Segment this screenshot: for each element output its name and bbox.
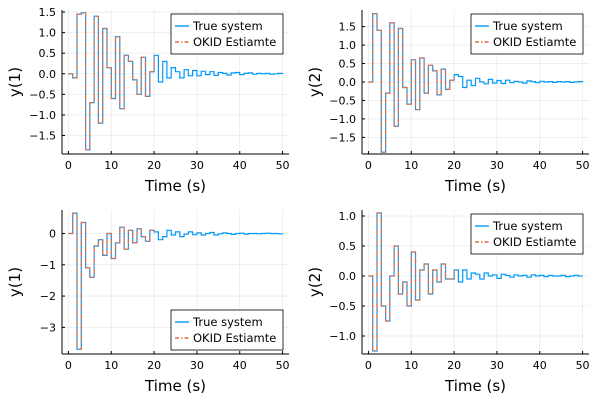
x-tick-label: 50 — [576, 359, 590, 372]
y-tick-label: 0.5 — [39, 47, 57, 60]
x-tick-label: 20 — [147, 359, 161, 372]
x-tick-label: 50 — [276, 359, 290, 372]
legend-label: True system — [192, 19, 263, 33]
y-tick-label: −1.0 — [329, 113, 356, 126]
x-tick-label: 30 — [190, 359, 204, 372]
x-axis-label: Time (s) — [144, 177, 206, 195]
x-axis-label: Time (s) — [444, 377, 506, 395]
y-axis-label: y(2) — [306, 267, 324, 297]
y-tick-label: 0.0 — [39, 68, 57, 81]
legend: True system OKID Estiamte — [470, 213, 584, 255]
y-tick-label: −3 — [40, 321, 56, 334]
series-line-okid-estimate — [68, 212, 155, 350]
y-axis-label: y(1) — [6, 267, 24, 297]
y-tick-label: −1.5 — [329, 131, 356, 144]
y-tick-label: 1.0 — [339, 210, 357, 223]
x-axis-label: Time (s) — [444, 177, 506, 195]
y-tick-label: −1.5 — [29, 129, 56, 142]
x-tick-label: 0 — [65, 359, 72, 372]
y-tick-label: −1.0 — [29, 109, 56, 122]
x-tick-label: 30 — [190, 159, 204, 172]
x-tick-label: 40 — [233, 359, 247, 372]
legend-label: OKID Estiamte — [193, 35, 276, 49]
series-line-okid-estimate — [368, 13, 455, 153]
legend-label: True system — [492, 19, 563, 33]
x-tick-label: 40 — [233, 159, 247, 172]
x-tick-label: 10 — [104, 359, 118, 372]
x-tick-label: 30 — [490, 159, 504, 172]
y-tick-label: 1.5 — [339, 21, 357, 34]
legend-box — [170, 13, 284, 55]
y-tick-label: −0.5 — [329, 300, 356, 313]
x-tick-label: 20 — [447, 159, 461, 172]
y-tick-label: −0.5 — [29, 88, 56, 101]
plot-2: 0 10 20 30 40 50 −1.5 −1.0 −0.5 0.0 0.5 1.0 1.5 Time … — [306, 10, 590, 195]
series-line-okid-estimate — [368, 212, 455, 352]
x-tick-label: 0 — [65, 159, 72, 172]
legend-box — [470, 13, 584, 55]
x-tick-label: 0 — [365, 359, 372, 372]
plot-4: 0 10 20 30 40 50 −1.0 −0.5 0.0 0.5 1.0 Time (s) y(2)… — [306, 210, 590, 395]
y-tick-label: 1.0 — [339, 39, 357, 52]
legend: True system OKID Estiamte — [170, 13, 284, 55]
y-tick-label: −0.5 — [329, 94, 356, 107]
x-axis-label: Time (s) — [144, 377, 206, 395]
x-tick-label: 40 — [533, 159, 547, 172]
legend-label: OKID Estiamte — [493, 35, 576, 49]
y-tick-label: 1.0 — [39, 27, 57, 40]
y-tick-label: 0.0 — [339, 76, 357, 89]
plot-3: 0 10 20 30 40 50 −3 −2 −1 0 Time (s) y(1) True syste… — [6, 210, 290, 395]
x-tick-label: 50 — [576, 159, 590, 172]
legend-label: OKID Estiamte — [493, 235, 576, 249]
series-line-okid-estimate — [68, 12, 155, 151]
y-tick-label: −2 — [40, 290, 56, 303]
x-tick-label: 20 — [447, 359, 461, 372]
x-tick-label: 20 — [147, 159, 161, 172]
legend-label: True system — [492, 219, 563, 233]
y-axis-label: y(2) — [306, 67, 324, 97]
legend: True system OKID Estiamte — [170, 309, 284, 351]
x-tick-label: 10 — [404, 159, 418, 172]
y-tick-label: −1.0 — [329, 330, 356, 343]
legend: True system OKID Estiamte — [470, 13, 584, 55]
legend-box — [470, 213, 584, 255]
y-tick-label: 1.5 — [39, 6, 57, 19]
x-tick-label: 50 — [276, 159, 290, 172]
y-tick-label: 0.0 — [339, 270, 357, 283]
legend-label: True system — [192, 315, 263, 329]
x-tick-label: 30 — [490, 359, 504, 372]
y-tick-label: 0.5 — [339, 58, 357, 71]
y-tick-label: −1 — [40, 259, 56, 272]
x-tick-label: 10 — [104, 159, 118, 172]
plot-1: 0 10 20 30 40 50 −1.5 −1.0 −0.5 0.0 0.5 1.0 1.5 Time … — [6, 6, 290, 195]
x-tick-label: 40 — [533, 359, 547, 372]
legend-label: OKID Estiamte — [193, 331, 276, 345]
y-tick-label: 0 — [49, 227, 56, 240]
x-tick-label: 10 — [404, 359, 418, 372]
y-axis-label: y(1) — [6, 67, 24, 97]
x-tick-label: 0 — [365, 159, 372, 172]
legend-box — [170, 309, 284, 351]
y-tick-label: 0.5 — [339, 240, 357, 253]
